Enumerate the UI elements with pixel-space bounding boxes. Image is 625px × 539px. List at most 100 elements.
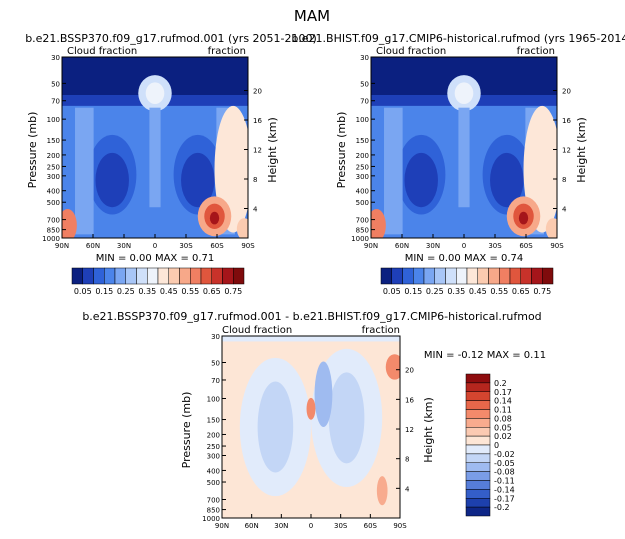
arctic-low-cloud	[62, 209, 77, 238]
diff-colorbar-label: -0.14	[494, 485, 515, 494]
x-tick-label: 30S	[488, 242, 502, 250]
colorbar-label: 0.05	[74, 287, 92, 296]
colorbar-swatch	[542, 267, 554, 285]
colorbar-swatch	[477, 267, 489, 285]
pressure-tick-label: 70	[211, 377, 220, 385]
contour-field	[62, 57, 248, 238]
pressure-tick-label: 70	[360, 98, 369, 106]
pressure-tick-label: 150	[356, 137, 369, 145]
colorbar-label: 0.15	[404, 287, 422, 296]
colorbar-swatch	[190, 267, 202, 285]
dry-zone-core	[95, 152, 129, 208]
panel-future: b.e21.BSSP370.f09_g17.rufmod.001 (yrs 20…	[25, 32, 317, 264]
diff-colorbar: 0.20.170.140.110.080.050.020-0.02-0.05-0…	[465, 373, 515, 517]
diff-colorbar-label: 0.11	[494, 406, 512, 415]
colorbar-swatch	[456, 267, 468, 285]
colorbar-swatch	[136, 267, 148, 285]
colorbar-label: 0.65	[512, 287, 530, 296]
height-tick-label: 12	[562, 147, 571, 155]
colorbar-label: 0.25	[117, 287, 135, 296]
colorbar-swatch	[520, 267, 532, 285]
y2-axis-label: Height (km)	[422, 397, 435, 463]
colorbar-label: 0.25	[426, 287, 444, 296]
antarctic-low-cloud	[236, 218, 248, 238]
dry-zone-core	[404, 152, 438, 208]
colorbar-label: 0.55	[490, 287, 508, 296]
diff-colorbar-label: -0.11	[494, 477, 515, 486]
diff-colorbar-label: -0.17	[494, 494, 515, 503]
pressure-tick-label: 100	[47, 116, 60, 124]
pressure-tick-label: 400	[207, 467, 220, 475]
x-tick-label: 30N	[117, 242, 131, 250]
positive-blob	[385, 354, 400, 380]
y-axis-label: Pressure (mb)	[335, 112, 348, 189]
pressure-tick-label: 250	[356, 163, 369, 171]
pressure-tick-label: 200	[356, 152, 369, 160]
diff-colorbar-swatch	[465, 400, 491, 410]
colorbar-swatch	[71, 267, 83, 285]
colorbar-swatch	[499, 267, 511, 285]
pressure-tick-label: 150	[47, 137, 60, 145]
diff-colorbar-swatch	[465, 373, 491, 384]
pressure-tick-label: 500	[356, 199, 369, 207]
height-tick-label: 8	[405, 456, 409, 464]
colorbar-swatch	[114, 267, 126, 285]
pressure-tick-label: 1000	[42, 235, 60, 243]
height-tick-label: 20	[253, 88, 262, 96]
y-axis-label: Pressure (mb)	[180, 392, 193, 469]
panel-diff: b.e21.BSSP370.f09_g17.rufmod.001 - b.e21…	[82, 310, 546, 468]
height-tick-label: 4	[253, 206, 258, 214]
pressure-tick-label: 250	[47, 163, 60, 171]
left-label: Cloud fraction	[376, 46, 446, 57]
diff-colorbar-swatch	[465, 391, 491, 401]
colorbar-swatch	[445, 267, 457, 285]
pressure-tick-label: 250	[207, 443, 220, 451]
pressure-tick-label: 200	[47, 152, 60, 160]
left-label: Cloud fraction	[222, 325, 292, 336]
negative-zone-core	[257, 381, 294, 473]
colorbar-label: 0.45	[160, 287, 178, 296]
diff-colorbar-swatch	[465, 462, 491, 472]
panel-title: b.e21.BSSP370.f09_g17.rufmod.001 (yrs 20…	[25, 32, 317, 45]
dry-zone-core	[181, 152, 215, 208]
colorbar-swatch	[233, 267, 245, 285]
pressure-tick-label: 300	[47, 173, 60, 181]
colorbar-swatch	[466, 267, 478, 285]
x-tick-label: 60S	[210, 242, 224, 250]
colorbar-swatch	[402, 267, 414, 285]
colorbar-swatch	[380, 267, 392, 285]
x-tick-label: 0	[462, 242, 466, 250]
diff-colorbar-label: 0.08	[494, 414, 512, 423]
pressure-tick-label: 500	[47, 199, 60, 207]
colorbar-label: 0.45	[469, 287, 487, 296]
min-max-stats: MIN = -0.12 MAX = 0.11	[424, 350, 546, 361]
colorbar-label: 0.55	[181, 287, 199, 296]
colorbar-swatch	[423, 267, 435, 285]
height-tick-label: 12	[405, 426, 414, 434]
storm-track	[75, 107, 94, 235]
pressure-tick-label: 850	[207, 507, 220, 515]
tropical-anvil-core	[145, 82, 165, 105]
x-tick-label: 60S	[519, 242, 533, 250]
pressure-tick-label: 300	[207, 453, 220, 461]
right-label: fraction	[208, 46, 246, 57]
diff-colorbar-swatch	[465, 444, 491, 455]
contour-field	[371, 57, 557, 238]
pressure-tick-label: 200	[207, 431, 220, 439]
upper-band	[222, 336, 400, 342]
height-tick-label: 8	[253, 176, 257, 184]
colorbar-swatch	[82, 267, 94, 285]
pressure-tick-label: 300	[356, 173, 369, 181]
negative-zone-core	[328, 372, 365, 464]
colorbar: 0.05 0.15 0.25 0.35 0.45 0.55 0.65 0.75	[380, 267, 554, 296]
pressure-tick-label: 30	[360, 54, 369, 62]
x-tick-label: 30N	[426, 242, 440, 250]
colorbar-label: 0.65	[203, 287, 221, 296]
positive-blob	[306, 397, 316, 420]
negative-zone-core	[314, 361, 333, 427]
colorbar-swatch	[104, 267, 116, 285]
x-tick-label: 0	[153, 242, 157, 250]
diff-colorbar-swatch	[465, 382, 491, 392]
antarctic-low-cloud	[545, 218, 557, 238]
